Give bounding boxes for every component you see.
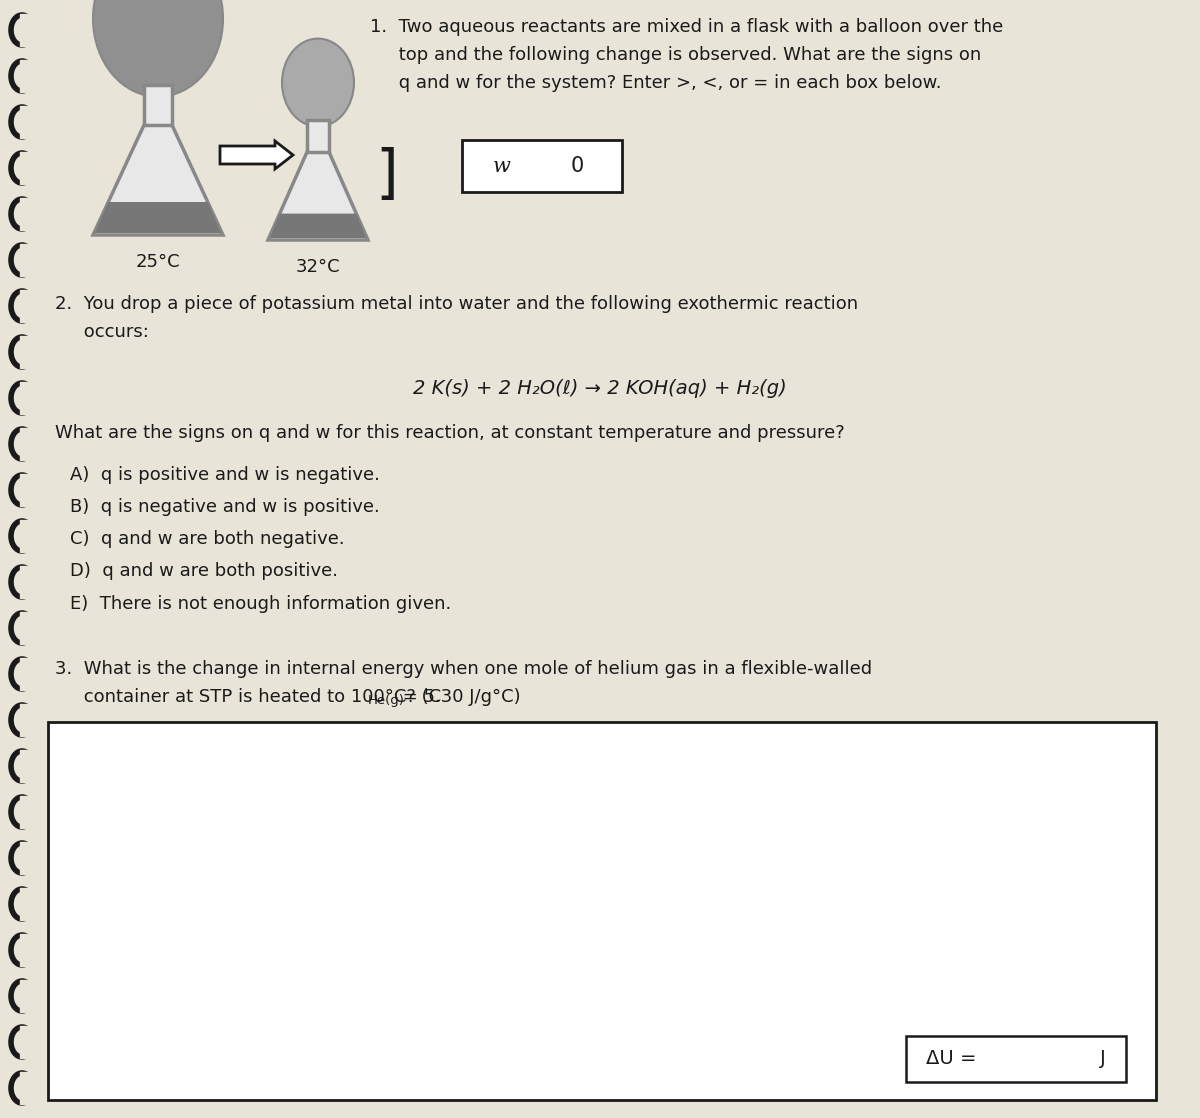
- Bar: [20, 1072, 38, 1103]
- Bar: [20, 796, 38, 828]
- Polygon shape: [94, 125, 223, 235]
- Bar: [20, 152, 38, 184]
- Bar: [20, 566, 38, 598]
- Bar: [20, 337, 38, 368]
- Ellipse shape: [282, 39, 354, 126]
- Text: J: J: [1100, 1050, 1106, 1069]
- Text: container at STP is heated to 100°C? (C: container at STP is heated to 100°C? (C: [55, 689, 442, 707]
- Bar: [144, 85, 172, 125]
- Bar: [20, 659, 38, 690]
- Text: w: w: [493, 157, 511, 176]
- Bar: [20, 198, 38, 230]
- Text: ]: ]: [374, 146, 397, 203]
- Text: B)  q is negative and w is positive.: B) q is negative and w is positive.: [70, 498, 379, 517]
- Text: top and the following change is observed. What are the signs on: top and the following change is observed…: [370, 46, 982, 64]
- Text: 2.  You drop a piece of potassium metal into water and the following exothermic : 2. You drop a piece of potassium metal i…: [55, 295, 858, 313]
- Bar: [20, 842, 38, 874]
- Bar: [20, 106, 38, 138]
- Polygon shape: [270, 214, 366, 238]
- Bar: [20, 888, 38, 920]
- Ellipse shape: [94, 0, 223, 96]
- Text: A)  q is positive and w is negative.: A) q is positive and w is negative.: [70, 466, 380, 484]
- Bar: [20, 428, 38, 459]
- Text: E)  There is not enough information given.: E) There is not enough information given…: [70, 595, 451, 613]
- Text: 1.  Two aqueous reactants are mixed in a flask with a balloon over the: 1. Two aqueous reactants are mixed in a …: [370, 18, 1003, 36]
- FancyBboxPatch shape: [48, 722, 1156, 1100]
- Bar: [20, 15, 38, 46]
- Text: He(g): He(g): [367, 694, 404, 708]
- Bar: [20, 1026, 38, 1058]
- Text: ΔU =: ΔU =: [926, 1050, 977, 1069]
- Bar: [20, 934, 38, 966]
- Polygon shape: [95, 202, 221, 233]
- Text: C)  q and w are both negative.: C) q and w are both negative.: [70, 530, 344, 548]
- Bar: [20, 612, 38, 644]
- Text: What are the signs on q and w for this reaction, at constant temperature and pre: What are the signs on q and w for this r…: [55, 424, 845, 442]
- Text: 25°C: 25°C: [136, 253, 180, 271]
- Bar: [20, 980, 38, 1012]
- Polygon shape: [268, 152, 368, 240]
- Bar: [20, 382, 38, 414]
- Text: occurs:: occurs:: [55, 323, 149, 341]
- Bar: [20, 750, 38, 781]
- Bar: [20, 474, 38, 506]
- Text: 32°C: 32°C: [295, 258, 341, 276]
- Bar: [20, 244, 38, 276]
- Text: 3.  What is the change in internal energy when one mole of helium gas in a flexi: 3. What is the change in internal energy…: [55, 661, 872, 679]
- Text: 0: 0: [570, 157, 583, 176]
- Bar: [20, 704, 38, 736]
- Bar: [20, 60, 38, 92]
- Bar: [20, 520, 38, 552]
- Text: D)  q and w are both positive.: D) q and w are both positive.: [70, 562, 338, 580]
- FancyBboxPatch shape: [462, 140, 622, 192]
- Bar: [307, 120, 329, 152]
- Text: 2 K(s) + 2 H₂O(ℓ) → 2 KOH(aq) + H₂(g): 2 K(s) + 2 H₂O(ℓ) → 2 KOH(aq) + H₂(g): [413, 379, 787, 398]
- Text: q and w for the system? Enter >, <, or = in each box below.: q and w for the system? Enter >, <, or =…: [370, 74, 942, 92]
- FancyArrow shape: [220, 141, 293, 169]
- Bar: [20, 290, 38, 322]
- Text: = 5.30 J/g°C): = 5.30 J/g°C): [397, 689, 521, 707]
- FancyBboxPatch shape: [906, 1036, 1126, 1082]
